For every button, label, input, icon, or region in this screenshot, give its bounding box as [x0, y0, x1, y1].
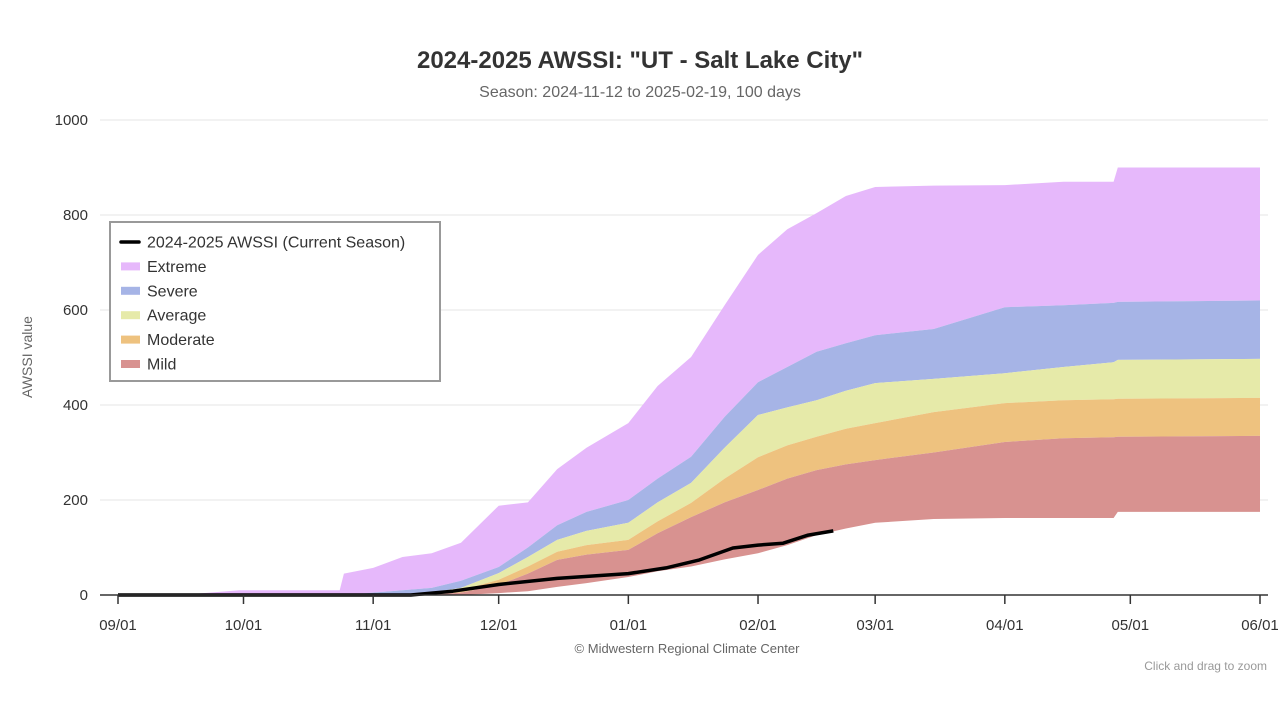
- x-tick-label: 10/01: [225, 617, 263, 634]
- legend-swatch: [121, 286, 140, 295]
- y-tick-label: 800: [63, 207, 88, 224]
- x-tick-label: 06/01: [1241, 617, 1279, 634]
- legend-item[interactable]: Mild: [121, 357, 176, 374]
- legend-label: 2024-2025 AWSSI (Current Season): [147, 235, 405, 252]
- legend-swatch: [121, 311, 140, 320]
- y-tick-label: 1000: [55, 112, 88, 129]
- x-tick-label: 02/01: [739, 617, 777, 634]
- zoom-hint: Click and drag to zoom: [1144, 659, 1267, 673]
- x-tick-label: 01/01: [610, 617, 648, 634]
- band-moderate: [118, 397, 1260, 595]
- legend-label: Mild: [147, 357, 176, 374]
- legend-label: Moderate: [147, 332, 215, 349]
- legend-item[interactable]: Moderate: [121, 332, 215, 349]
- legend-swatch: [121, 262, 140, 271]
- legend-item[interactable]: Average: [121, 308, 206, 325]
- chart-title: 2024-2025 AWSSI: "UT - Salt Lake City": [417, 47, 863, 74]
- legend-swatch: [121, 335, 140, 344]
- legend-swatch: [121, 360, 140, 368]
- x-tick-label: 09/01: [99, 617, 137, 634]
- y-tick-label: 400: [63, 397, 88, 414]
- legend-item[interactable]: Extreme: [121, 259, 207, 276]
- band-average: [118, 358, 1260, 595]
- credits[interactable]: © Midwestern Regional Climate Center: [575, 641, 801, 656]
- legend-label: Extreme: [147, 259, 207, 276]
- legend: 2024-2025 AWSSI (Current Season) Extreme S…: [109, 221, 441, 382]
- x-tick-label: 04/01: [986, 617, 1024, 634]
- band-mild: [118, 435, 1260, 595]
- y-tick-label: 600: [63, 302, 88, 319]
- current-season-line-group: [118, 529, 834, 597]
- legend-item[interactable]: Severe: [121, 283, 198, 300]
- y-tick-label: 200: [63, 492, 88, 509]
- band-severe: [118, 300, 1260, 595]
- band-extreme: [118, 167, 1260, 595]
- x-tick-label: 03/01: [856, 617, 894, 634]
- band-areas: [118, 167, 1260, 595]
- x-tick-label: 11/01: [355, 617, 391, 634]
- y-axis-label: AWSSI value: [19, 316, 35, 398]
- current-season-line: [118, 529, 834, 597]
- axes: 0 200 400 600 800 1000 09/01 10/01 11/01 12/01 01/…: [55, 112, 1279, 634]
- x-tick-label: 05/01: [1112, 617, 1150, 634]
- legend-label: Average: [147, 308, 206, 325]
- legend-box: [109, 221, 441, 382]
- x-tick-label: 12/01: [480, 617, 518, 634]
- y-tick-label: 0: [80, 587, 88, 604]
- legend-item[interactable]: 2024-2025 AWSSI (Current Season): [119, 235, 405, 252]
- chart-subtitle: Season: 2024-11-12 to 2025-02-19, 100 da…: [479, 84, 801, 101]
- legend-label: Severe: [147, 283, 198, 300]
